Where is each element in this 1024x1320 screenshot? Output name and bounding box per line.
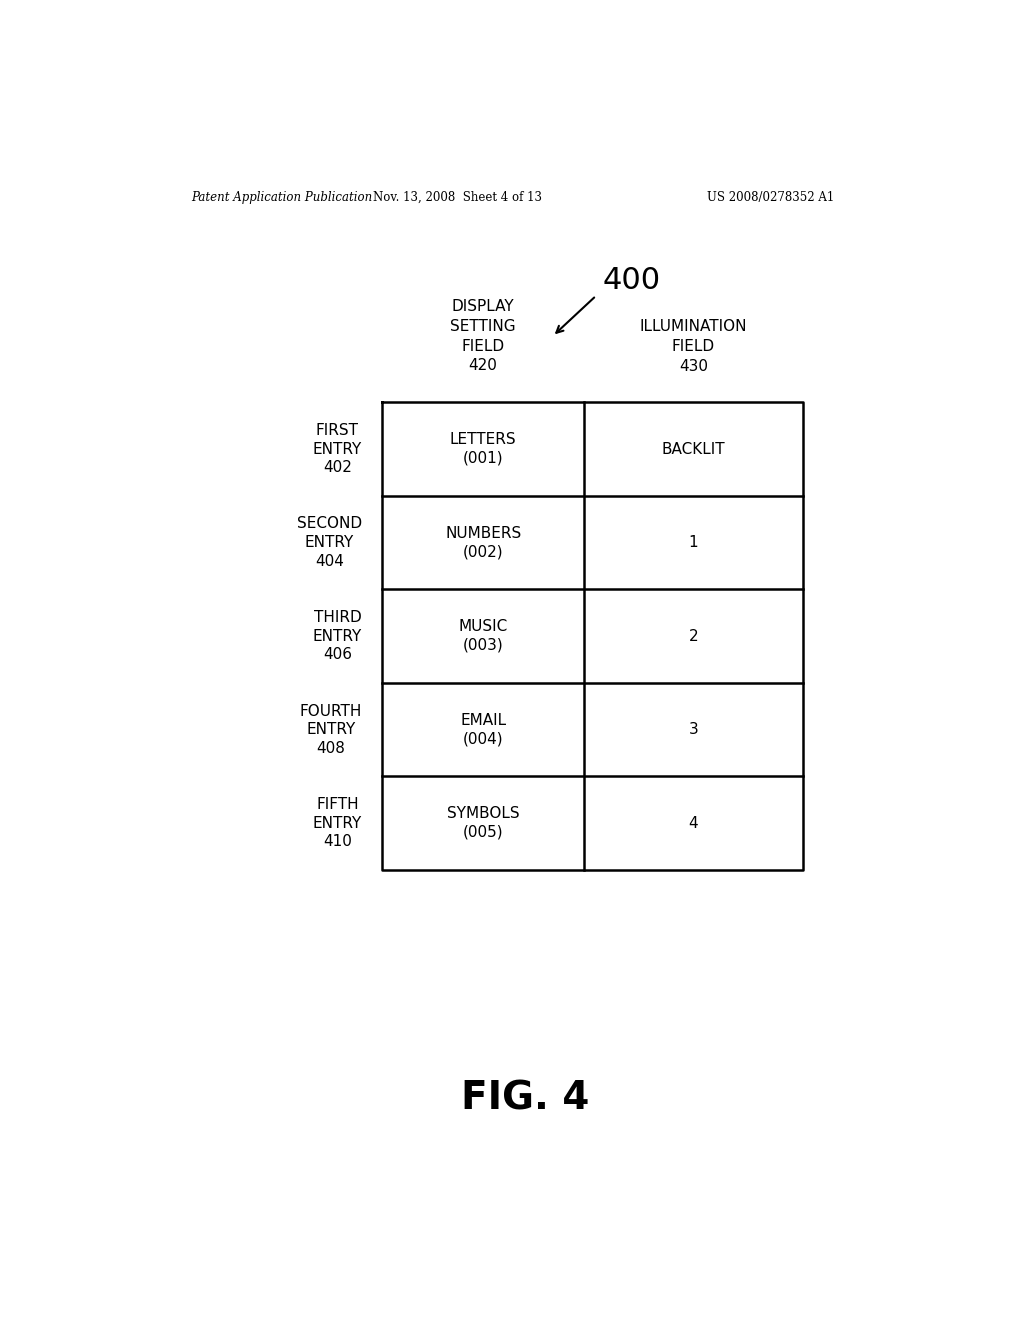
Text: SECOND
ENTRY
404: SECOND ENTRY 404: [297, 516, 362, 569]
Text: FIRST
ENTRY
402: FIRST ENTRY 402: [313, 422, 362, 475]
Text: MUSIC
(003): MUSIC (003): [459, 619, 508, 653]
Text: 1: 1: [688, 535, 698, 550]
Text: FIFTH
ENTRY
410: FIFTH ENTRY 410: [313, 797, 362, 849]
Text: 400: 400: [603, 265, 662, 294]
Text: 4: 4: [688, 816, 698, 830]
Text: THIRD
ENTRY
406: THIRD ENTRY 406: [313, 610, 362, 663]
Text: EMAIL
(004): EMAIL (004): [460, 713, 506, 746]
Text: LETTERS
(001): LETTERS (001): [450, 432, 516, 466]
Text: FIG. 4: FIG. 4: [461, 1080, 589, 1118]
Text: 3: 3: [688, 722, 698, 737]
Text: ILLUMINATION
FIELD
430: ILLUMINATION FIELD 430: [640, 319, 748, 374]
Text: FOURTH
ENTRY
408: FOURTH ENTRY 408: [300, 704, 362, 756]
Text: BACKLIT: BACKLIT: [662, 442, 725, 457]
Text: NUMBERS
(002): NUMBERS (002): [445, 525, 521, 560]
Text: US 2008/0278352 A1: US 2008/0278352 A1: [708, 190, 835, 203]
Text: Nov. 13, 2008  Sheet 4 of 13: Nov. 13, 2008 Sheet 4 of 13: [373, 190, 542, 203]
Text: Patent Application Publication: Patent Application Publication: [191, 190, 373, 203]
Text: 2: 2: [688, 628, 698, 644]
Text: SYMBOLS
(005): SYMBOLS (005): [446, 807, 519, 840]
Text: DISPLAY
SETTING
FIELD
420: DISPLAY SETTING FIELD 420: [451, 300, 516, 374]
